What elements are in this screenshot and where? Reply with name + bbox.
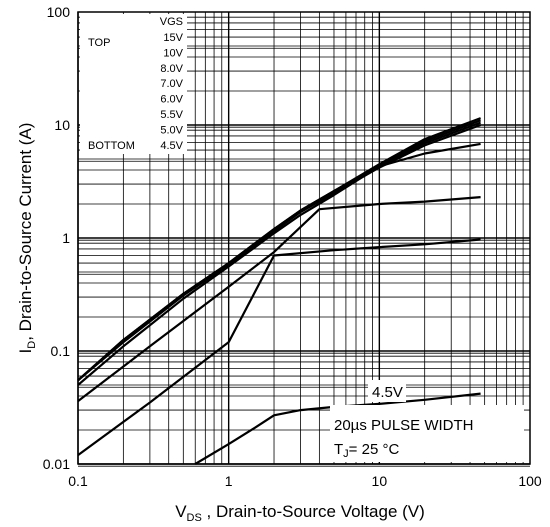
y-tick-label: 10 bbox=[54, 117, 70, 133]
x-axis-title-sub: DS bbox=[187, 512, 202, 524]
tj-main: T bbox=[334, 441, 343, 458]
y-tick-label: 0.01 bbox=[43, 456, 70, 472]
y-axis-title-sub: D bbox=[26, 341, 38, 349]
legend-entry: 7.0V bbox=[160, 78, 183, 90]
y-axis-title: ID, Drain-to-Source Current (A) bbox=[16, 123, 38, 354]
curve-label-4-5v: 4.5V bbox=[372, 384, 403, 401]
y-axis-title-rest: , Drain-to-Source Current (A) bbox=[16, 123, 35, 341]
series-line-5-5v bbox=[77, 196, 481, 402]
legend-background bbox=[80, 14, 187, 154]
annotations: 4.5V 20µs PULSE WIDTH TJ= 25 °C bbox=[334, 384, 474, 460]
x-axis-title: VDS , Drain-to-Source Voltage (V) bbox=[175, 502, 425, 524]
series-line-8-0v bbox=[77, 121, 481, 382]
x-tick-label: 0.1 bbox=[68, 473, 88, 489]
legend-entry: 6.0V bbox=[160, 94, 183, 106]
x-axis-title-main: V bbox=[175, 502, 187, 521]
series-line-7-0v bbox=[77, 123, 481, 382]
x-tick-label: 1 bbox=[225, 473, 233, 489]
legend-entry: 4.5V bbox=[160, 140, 183, 152]
x-tick-label: 100 bbox=[518, 473, 542, 489]
legend-entry: 15V bbox=[163, 32, 183, 44]
plot-frame bbox=[77, 11, 531, 465]
legend-header: VGS bbox=[160, 16, 183, 28]
legend-entry: 10V bbox=[163, 47, 183, 59]
legend-entry: 5.5V bbox=[160, 109, 183, 121]
curve-label-background bbox=[368, 380, 406, 402]
legend-entry: 8.0V bbox=[160, 63, 183, 75]
y-tick-label: 100 bbox=[47, 4, 71, 20]
legend: TOP BOTTOM VGS 15V 10V 8.0V 7.0V 6.0V 5.5V 5.0… bbox=[88, 16, 184, 152]
series-group bbox=[77, 117, 481, 465]
annotation-background bbox=[330, 405, 524, 462]
x-tick-label: 10 bbox=[372, 473, 388, 489]
tj-rest: = 25 °C bbox=[349, 441, 400, 458]
tj-sub: J bbox=[343, 448, 349, 460]
y-axis-title-main: I bbox=[16, 349, 35, 354]
series-line-4-5v bbox=[194, 392, 481, 465]
legend-entry: 5.0V bbox=[160, 124, 183, 136]
series-line-6-0v bbox=[77, 142, 481, 386]
temperature-note: TJ= 25 °C bbox=[334, 441, 399, 460]
y-tick-label: 1 bbox=[62, 230, 70, 246]
legend-top-label: TOP bbox=[88, 37, 110, 49]
legend-bottom-label: BOTTOM bbox=[88, 140, 135, 152]
x-axis-title-rest: , Drain-to-Source Voltage (V) bbox=[202, 502, 425, 521]
y-tick-label: 0.1 bbox=[51, 343, 71, 359]
series-line-5-0v bbox=[77, 238, 481, 456]
pulse-width-note: 20µs PULSE WIDTH bbox=[334, 417, 474, 434]
